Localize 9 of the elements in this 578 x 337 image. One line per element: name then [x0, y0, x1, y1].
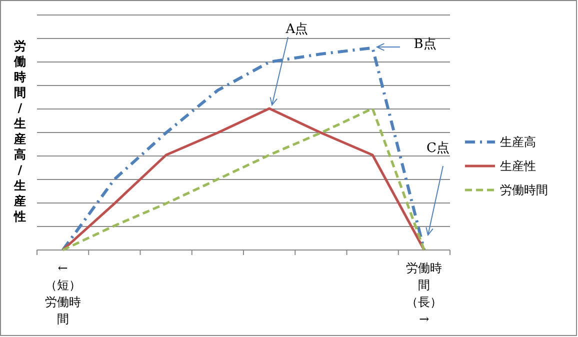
- legend-label: 生産高: [500, 135, 536, 149]
- legend-label: 生産性: [500, 159, 536, 173]
- annotation: C点: [426, 141, 450, 156]
- annotation: B点: [414, 37, 436, 52]
- text: A点: [284, 22, 308, 37]
- x-tick-label: 労働時間（長）→: [406, 261, 442, 326]
- text: 労働時間/生産高/生産性: [14, 39, 26, 224]
- legend-label: 労働時間: [500, 183, 548, 197]
- x-tick-label: ←（短）労働時間: [44, 261, 81, 326]
